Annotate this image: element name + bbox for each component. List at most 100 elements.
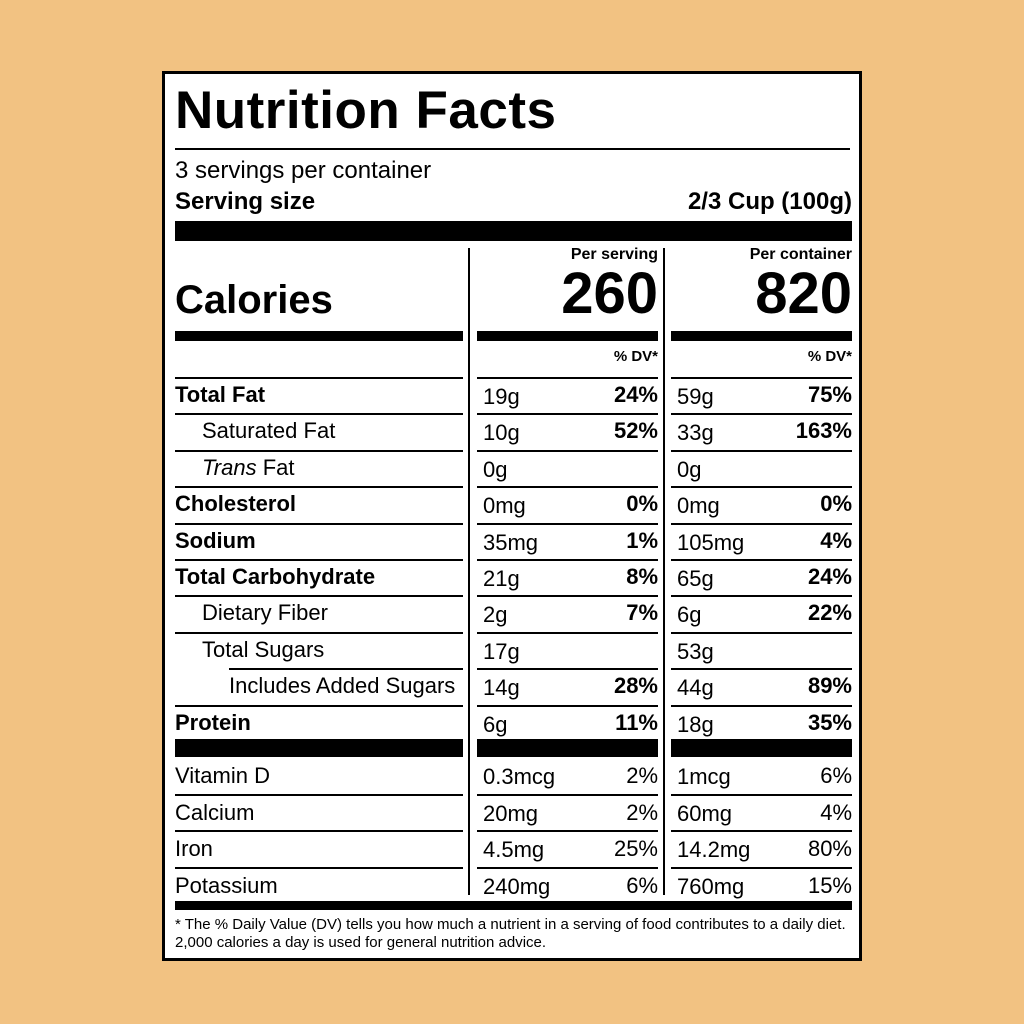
row-rule-name — [175, 559, 463, 561]
calories-per-serving: 260 — [561, 261, 658, 326]
serving-amount: 6g — [483, 711, 508, 737]
serving-dv: 24% — [613, 382, 658, 407]
nutrient-name: Total Fat — [175, 382, 266, 407]
row-rule-name — [175, 704, 463, 707]
row-rule-container — [671, 559, 852, 561]
row-rule-serving — [477, 595, 658, 598]
dv-header-serving: % DV* — [613, 348, 658, 365]
container-dv: 75% — [807, 382, 852, 407]
container-amount: 44g — [677, 675, 714, 701]
nutrient-name: Total Sugars — [202, 636, 325, 662]
vitamin-serving-amount: 0.3mcg — [483, 764, 556, 789]
thick-divider-bottom — [175, 901, 852, 910]
vitamin-container-amount: 1mcg — [677, 764, 731, 789]
thick-divider-vitamins-container — [671, 739, 852, 757]
serving-amount: 0g — [483, 456, 508, 482]
row-rule-name — [175, 486, 463, 489]
row-rule-serving — [477, 522, 658, 525]
vit-rule-container — [671, 793, 852, 796]
serving-dv: 11% — [615, 709, 658, 735]
per-container-header: Per container — [749, 246, 852, 263]
serving-amount: 0mg — [483, 493, 526, 519]
vitamin-serving-amount: 240mg — [483, 873, 551, 899]
label-title: Nutrition Facts — [175, 81, 557, 140]
row-rule-container — [671, 377, 852, 379]
row-rule-serving — [477, 704, 658, 707]
container-dv: 22% — [807, 600, 852, 626]
vit-rule-name — [175, 866, 463, 869]
thick-divider-top — [175, 221, 852, 241]
row-rule-serving — [477, 449, 658, 452]
footnote: * The % Daily Value (DV) tells you how m… — [175, 916, 846, 951]
vitamin-name: Calcium — [175, 799, 255, 825]
nutrient-name-rest: Fat — [262, 454, 295, 480]
vitamin-serving-amount: 20mg — [483, 800, 539, 826]
serving-dv: 7% — [626, 600, 658, 626]
vit-rule-name — [175, 793, 463, 796]
container-amount: 0mg — [677, 493, 720, 519]
nutrient-name: Saturated Fat — [202, 418, 336, 444]
serving-amount: 35mg — [483, 529, 539, 555]
row-rule-serving — [477, 668, 658, 671]
container-amount: 18g — [677, 711, 714, 737]
nutrient-name: Total Carbohydrate — [175, 564, 376, 589]
calories-bar-container — [671, 331, 852, 341]
vitamin-container-dv: 4% — [820, 799, 852, 825]
container-dv: 89% — [807, 673, 852, 699]
servings-per-container: 3 servings per container — [175, 157, 432, 184]
vit-rule-serving — [477, 866, 658, 869]
row-rule-serving — [477, 486, 658, 489]
vitamin-serving-dv: 2% — [626, 799, 658, 825]
row-rule-container — [671, 413, 852, 416]
row-rule-name — [175, 631, 463, 634]
serving-amount: 21g — [483, 566, 520, 591]
nutrient-name: Protein — [175, 709, 251, 735]
serving-amount: 17g — [483, 638, 520, 664]
row-rule-name — [229, 668, 463, 671]
container-dv: 35% — [807, 709, 852, 735]
column-separator-1 — [468, 248, 470, 895]
row-rule-container — [671, 631, 852, 634]
nutrient-name-italic: Trans — [202, 454, 257, 480]
nutrition-facts-label: Nutrition Facts 3 servings per container… — [162, 71, 862, 961]
column-separator-2 — [663, 248, 665, 895]
container-dv: 163% — [795, 418, 852, 444]
row-rule-container — [671, 668, 852, 671]
calories-bar-left — [175, 331, 463, 341]
row-rule-container — [671, 522, 852, 525]
serving-dv: 52% — [613, 418, 658, 444]
vitamin-serving-amount: 4.5mg — [483, 837, 545, 862]
title-divider — [175, 148, 850, 150]
vitamin-serving-dv: 2% — [626, 763, 658, 788]
row-rule-container — [671, 704, 852, 707]
row-rule-container — [671, 595, 852, 598]
vitamin-container-amount: 60mg — [677, 800, 733, 826]
row-rule-container — [671, 449, 852, 452]
vitamin-serving-dv: 25% — [613, 836, 658, 861]
serving-dv: 28% — [613, 673, 658, 699]
per-serving-header: Per serving — [570, 246, 658, 263]
serving-amount: 19g — [483, 384, 520, 409]
row-rule-name — [175, 522, 463, 525]
calories-per-container: 820 — [755, 261, 852, 326]
container-amount: 59g — [677, 384, 714, 409]
row-rule-name — [175, 413, 463, 416]
vitamin-name: Iron — [175, 836, 213, 861]
row-rule-serving — [477, 559, 658, 561]
dv-header-container: % DV* — [807, 348, 852, 365]
row-rule-name — [175, 449, 463, 452]
nutrient-name: Trans Fat — [202, 455, 295, 481]
serving-size-value: 2/3 Cup (100g) — [687, 188, 852, 215]
container-amount: 53g — [677, 638, 714, 664]
container-amount: 65g — [677, 566, 714, 591]
container-dv: 24% — [807, 564, 852, 589]
row-rule-serving — [477, 413, 658, 416]
nutrient-name: Sodium — [175, 527, 256, 553]
vit-rule-name — [175, 830, 463, 832]
vitamin-container-dv: 15% — [807, 872, 852, 898]
container-dv: 4% — [820, 527, 852, 553]
nutrient-name: Cholesterol — [175, 491, 297, 517]
vitamin-container-dv: 80% — [807, 836, 852, 861]
vitamin-container-amount: 14.2mg — [677, 837, 751, 862]
container-amount: 0g — [677, 456, 702, 482]
